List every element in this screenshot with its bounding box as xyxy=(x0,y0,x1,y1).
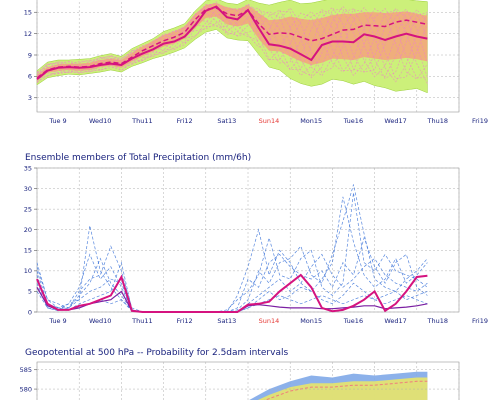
temp-member-line xyxy=(36,8,428,78)
precip-ytick-label: 0 xyxy=(28,308,32,316)
precip-ytick-label: 5 xyxy=(28,288,32,296)
precip-ytick-label: 35 xyxy=(24,164,32,172)
precip-member-line xyxy=(36,196,428,313)
precip-xtick-label: Sat13 xyxy=(217,317,236,325)
temp-member-line xyxy=(36,2,428,83)
precip-xtick-label: Wed17 xyxy=(384,317,406,325)
temp-ytick-label: 3 xyxy=(28,94,32,102)
precip-ytick-label: 15 xyxy=(24,247,32,255)
precip-member-line xyxy=(36,192,428,313)
temp-ytick-label: 9 xyxy=(28,51,32,59)
temp-xtick-label: Thu18 xyxy=(427,117,448,125)
geo-ytick-label: 585 xyxy=(20,366,32,374)
precip-xtick-label: Thu11 xyxy=(131,317,152,325)
precip-xtick-label: Fri19 xyxy=(472,317,488,325)
precip-ytick-label: 25 xyxy=(24,205,32,213)
temp-xtick-label: Tue16 xyxy=(343,117,363,125)
temp-xtick-label: Mon15 xyxy=(300,117,322,125)
precip-xtick-label: Wed10 xyxy=(89,317,111,325)
precip-xtick-label: Sun14 xyxy=(259,317,280,325)
precip-xtick-label: Tue16 xyxy=(343,317,363,325)
temp-xtick-label: Fri12 xyxy=(177,117,193,125)
precip-member-line xyxy=(36,261,428,313)
temp-xtick-label: Fri19 xyxy=(472,117,488,125)
geo-prob-mid xyxy=(257,377,428,400)
temp-member-line xyxy=(36,6,428,73)
geopotential-panel-title: Geopotential at 500 hPa -- Probability f… xyxy=(25,348,288,358)
temp-xtick-label: Tue 9 xyxy=(48,117,66,125)
temp-main-line xyxy=(36,5,428,80)
temp-xtick-label: Wed17 xyxy=(384,117,406,125)
temp-xtick-label: Sat13 xyxy=(217,117,236,125)
geo-ytick-label: 580 xyxy=(20,385,32,393)
temp-member-line xyxy=(36,4,428,80)
precip-ytick-label: 10 xyxy=(24,267,32,275)
temp-xtick-label: Wed10 xyxy=(89,117,111,125)
precip-ytick-label: 20 xyxy=(24,226,32,234)
temp-ytick-label: 6 xyxy=(28,73,32,81)
precip-xtick-label: Thu18 xyxy=(427,317,448,325)
temp-xtick-label: Thu11 xyxy=(131,117,152,125)
temp-ytick-label: 12 xyxy=(24,30,32,38)
temp-ytick-label: 15 xyxy=(24,9,32,17)
temp-member-line xyxy=(36,3,428,78)
temp-member-line xyxy=(36,7,428,80)
temp-mean-line xyxy=(36,7,428,79)
temp-inner-band xyxy=(37,3,428,81)
precip-member-line xyxy=(36,225,428,313)
precip-xtick-label: Fri12 xyxy=(177,317,193,325)
precip-panel-title: Ensemble members of Total Precipitation … xyxy=(25,153,251,163)
precip-ytick-label: 30 xyxy=(24,185,32,193)
precip-main-line xyxy=(36,273,428,313)
geo-prob-inner xyxy=(264,380,428,400)
precip-xtick-label: Mon15 xyxy=(300,317,322,325)
precip-xtick-label: Tue 9 xyxy=(48,317,66,325)
precip-member-line xyxy=(36,184,428,313)
temp-xtick-label: Sun14 xyxy=(259,117,280,125)
